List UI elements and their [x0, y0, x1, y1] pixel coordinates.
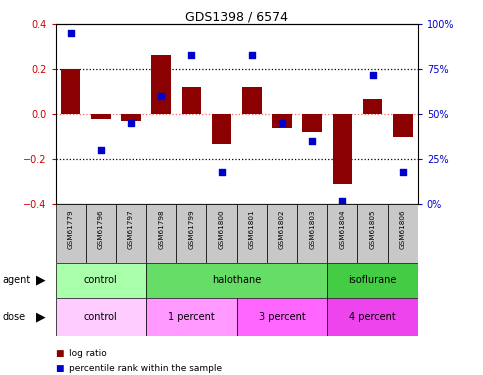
Bar	[116, 204, 146, 262]
Text: ▶: ▶	[36, 310, 46, 323]
Bar	[182, 87, 201, 114]
Bar	[212, 114, 231, 144]
Text: control: control	[84, 312, 118, 322]
Text: GSM61797: GSM61797	[128, 209, 134, 249]
Bar	[176, 204, 207, 262]
Text: GSM61805: GSM61805	[369, 209, 375, 249]
Text: 3 percent: 3 percent	[258, 312, 305, 322]
Text: percentile rank within the sample: percentile rank within the sample	[69, 364, 222, 373]
Text: GSM61802: GSM61802	[279, 209, 285, 249]
Point	[339, 198, 346, 204]
Bar	[61, 69, 81, 114]
Point	[248, 52, 256, 58]
Point	[157, 93, 165, 99]
Text: GSM61779: GSM61779	[68, 209, 73, 249]
Bar	[56, 262, 146, 298]
Text: halothane: halothane	[212, 275, 261, 285]
Text: agent: agent	[2, 275, 30, 285]
Text: 1 percent: 1 percent	[168, 312, 215, 322]
Bar	[393, 114, 412, 137]
Text: isoflurane: isoflurane	[348, 275, 397, 285]
Bar	[302, 114, 322, 132]
Bar	[327, 204, 357, 262]
Bar	[272, 114, 292, 128]
Bar	[332, 114, 352, 184]
Bar	[56, 298, 146, 336]
Text: ■: ■	[56, 364, 64, 373]
Point	[399, 169, 407, 175]
Bar	[267, 204, 297, 262]
Bar	[297, 204, 327, 262]
Text: 4 percent: 4 percent	[349, 312, 396, 322]
Point	[67, 30, 74, 36]
Bar	[237, 204, 267, 262]
Bar	[327, 262, 418, 298]
Bar	[207, 204, 237, 262]
Point	[218, 169, 226, 175]
Bar	[327, 298, 418, 336]
Point	[127, 120, 135, 126]
Bar	[146, 262, 327, 298]
Point	[187, 52, 195, 58]
Title: GDS1398 / 6574: GDS1398 / 6574	[185, 10, 288, 23]
Bar	[121, 114, 141, 121]
Text: GSM61803: GSM61803	[309, 209, 315, 249]
Text: GSM61804: GSM61804	[340, 209, 345, 249]
Bar	[56, 204, 86, 262]
Text: GSM61801: GSM61801	[249, 209, 255, 249]
Bar	[146, 204, 176, 262]
Text: GSM61798: GSM61798	[158, 209, 164, 249]
Point	[308, 138, 316, 144]
Text: log ratio: log ratio	[69, 349, 107, 358]
Point	[278, 120, 286, 126]
Text: ■: ■	[56, 349, 64, 358]
Bar	[388, 204, 418, 262]
Bar	[146, 298, 237, 336]
Text: ▶: ▶	[36, 274, 46, 287]
Text: GSM61806: GSM61806	[400, 209, 406, 249]
Bar	[91, 114, 111, 119]
Point	[97, 147, 105, 153]
Point	[369, 72, 376, 78]
Bar	[357, 204, 388, 262]
Text: control: control	[84, 275, 118, 285]
Text: GSM61796: GSM61796	[98, 209, 104, 249]
Text: dose: dose	[2, 312, 26, 322]
Bar	[242, 87, 262, 114]
Bar	[237, 298, 327, 336]
Bar	[151, 55, 171, 114]
Text: GSM61800: GSM61800	[219, 209, 225, 249]
Text: GSM61799: GSM61799	[188, 209, 194, 249]
Bar	[86, 204, 116, 262]
Bar	[363, 99, 383, 114]
